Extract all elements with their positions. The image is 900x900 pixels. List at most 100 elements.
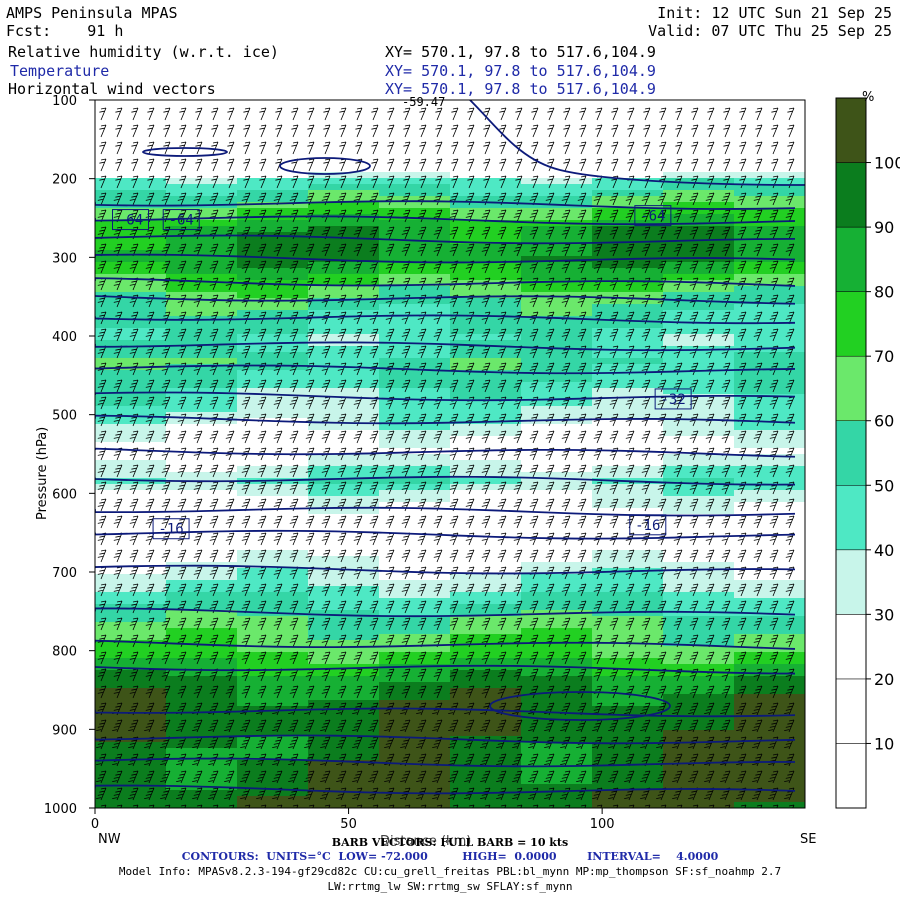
wind-barb	[720, 719, 731, 733]
rh-cell	[663, 778, 735, 785]
wind-barb	[417, 498, 427, 512]
rh-cell	[734, 724, 805, 731]
wind-barb	[753, 668, 763, 682]
wind-barb	[337, 260, 347, 274]
wind-barb	[740, 804, 747, 808]
wind-barb	[672, 719, 683, 733]
wind-barb	[721, 617, 731, 631]
y-tick-label: 1000	[44, 802, 77, 817]
wind-barb	[145, 379, 155, 393]
rh-cell	[237, 550, 309, 557]
wind-barb	[353, 583, 363, 597]
wind-barb	[515, 124, 523, 138]
wind-barb	[259, 141, 267, 155]
wind-barb	[385, 464, 395, 478]
wind-barb	[433, 549, 443, 563]
rh-cell	[166, 124, 238, 131]
wind-barb	[387, 107, 395, 121]
wind-barb	[769, 532, 779, 546]
wind-barb	[419, 107, 427, 121]
wind-barb	[609, 481, 619, 495]
rh-cell	[663, 418, 735, 425]
wind-barb	[193, 549, 203, 563]
rh-cell	[237, 202, 309, 209]
wind-barb	[337, 668, 347, 682]
wind-barb	[161, 651, 171, 665]
isotherm	[95, 529, 796, 540]
rh-cell	[308, 322, 380, 329]
rh-cell	[237, 484, 309, 491]
wind-barb	[369, 209, 379, 223]
wind-barb	[608, 702, 619, 716]
wind-barb	[593, 362, 603, 376]
rh-cell	[95, 730, 167, 737]
wind-barb	[529, 243, 539, 257]
rh-cell	[166, 688, 238, 695]
wind-barb	[417, 651, 427, 665]
rh-cell	[237, 604, 309, 611]
isotherm	[95, 734, 796, 745]
wind-barb	[208, 770, 219, 784]
wind-barb	[177, 294, 187, 308]
wind-barb	[432, 753, 443, 767]
rh-cell	[237, 640, 309, 647]
isotherm	[95, 364, 796, 375]
rh-cell	[308, 778, 380, 785]
rh-cell	[734, 310, 805, 317]
rh-cell	[734, 550, 805, 557]
wind-barb	[721, 294, 731, 308]
rh-cell	[521, 778, 593, 785]
wind-barb	[289, 583, 299, 597]
rh-cell	[450, 478, 522, 485]
rh-cell	[237, 634, 309, 641]
rh-cell	[237, 556, 309, 563]
wind-barb	[176, 770, 187, 784]
wind-barb	[467, 175, 475, 189]
wind-barb	[435, 158, 443, 172]
wind-barb	[689, 277, 699, 291]
rh-cell	[592, 634, 664, 641]
colorbar-label: 40	[874, 541, 894, 560]
wind-barb	[689, 379, 699, 393]
wind-barb	[609, 498, 619, 512]
rh-cell	[308, 442, 380, 449]
colorbar-label: 100	[874, 154, 900, 173]
wind-barb	[785, 413, 795, 427]
rh-cell	[308, 730, 380, 737]
rh-cell	[734, 760, 805, 767]
wind-barb	[481, 362, 491, 376]
rh-cell	[663, 202, 735, 209]
rh-cell	[592, 658, 664, 665]
rh-cell	[237, 490, 309, 497]
wind-barb	[657, 532, 667, 546]
rh-cell	[663, 568, 735, 575]
wind-barb	[324, 804, 331, 808]
wind-barb	[529, 481, 539, 495]
rh-cell	[237, 376, 309, 383]
rh-cell	[308, 328, 380, 335]
rh-cell	[379, 748, 451, 755]
rh-cell	[663, 136, 735, 143]
rh-cell	[237, 466, 309, 473]
rh-cell	[237, 262, 309, 269]
wind-barb	[225, 498, 235, 512]
rh-cell	[663, 748, 735, 755]
wind-barb	[529, 651, 539, 665]
wind-barb	[323, 124, 331, 138]
wind-barb	[160, 787, 171, 801]
rh-cell	[663, 604, 735, 611]
wind-barb	[129, 328, 139, 342]
wind-barb	[739, 158, 747, 172]
wind-barb	[497, 600, 507, 614]
rh-cell	[734, 244, 805, 251]
rh-cell	[379, 772, 451, 779]
wind-barb	[689, 311, 699, 325]
rh-cell	[308, 472, 380, 479]
wind-barb	[113, 260, 123, 274]
wind-barb	[177, 464, 187, 478]
isotherm	[95, 564, 796, 575]
wind-barb	[529, 668, 539, 682]
rh-cell	[521, 700, 593, 707]
wind-barb	[785, 634, 795, 648]
wind-barb	[721, 600, 731, 614]
